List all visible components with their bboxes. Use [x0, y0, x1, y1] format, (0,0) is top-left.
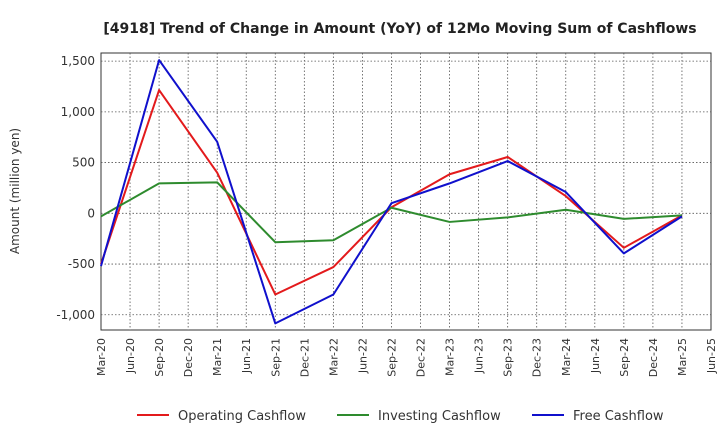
y-tick-label: -500 — [68, 257, 95, 271]
x-tick-label: Mar-20 — [95, 338, 108, 376]
x-tick-label: Mar-23 — [444, 338, 457, 376]
grid-layer — [101, 53, 711, 330]
y-tick-label: 0 — [87, 206, 95, 220]
x-tick-label: Mar-24 — [560, 338, 573, 376]
x-tick-label: Jun-25 — [705, 338, 718, 374]
legend-label: Free Cashflow — [573, 409, 664, 424]
x-tick-label: Jun-21 — [240, 338, 253, 374]
x-tick-label: Sep-22 — [385, 338, 398, 377]
chart-title: [4918] Trend of Change in Amount (YoY) o… — [103, 21, 696, 37]
x-tick-label: Sep-24 — [618, 338, 631, 377]
x-tick-label: Dec-24 — [647, 338, 660, 377]
x-tick-label: Dec-20 — [182, 338, 195, 377]
legend: Operating Cashflow Investing Cashflow Free… — [137, 409, 664, 424]
x-tick-label: Mar-21 — [211, 338, 224, 376]
x-tick-label: Sep-20 — [153, 338, 166, 377]
x-tick-label: Sep-21 — [269, 338, 282, 377]
x-tick-label: Jun-20 — [124, 338, 137, 374]
y-tick-label: 1,500 — [61, 54, 95, 68]
series-layer — [100, 59, 683, 325]
legend-label: Operating Cashflow — [178, 409, 306, 424]
x-tick-label: Jun-22 — [356, 338, 369, 374]
legend-label: Investing Cashflow — [378, 409, 501, 424]
axis-layer: Mar-20 Jun-20 Sep-20 Dec-20 Mar-21 Jun-21 Sep-… — [56, 54, 718, 377]
y-tick-label: -1,000 — [56, 308, 95, 322]
plot-area — [100, 52, 712, 331]
y-tick-label: 500 — [72, 156, 95, 170]
x-tick-label: Jun-23 — [473, 338, 486, 374]
x-tick-label: Mar-22 — [327, 338, 340, 376]
x-tick-label: Dec-22 — [415, 338, 428, 377]
x-tick-label: Dec-23 — [531, 338, 544, 377]
y-axis-label: Amount (million yen) — [8, 128, 22, 254]
x-tick-label: Dec-21 — [298, 338, 311, 377]
x-tick-label: Jun-24 — [589, 338, 602, 374]
y-tick-label: 1,000 — [61, 105, 95, 119]
x-tick-label: Sep-23 — [502, 338, 515, 377]
x-tick-label: Mar-25 — [676, 338, 689, 376]
series-line-free-cashflow — [100, 59, 683, 325]
